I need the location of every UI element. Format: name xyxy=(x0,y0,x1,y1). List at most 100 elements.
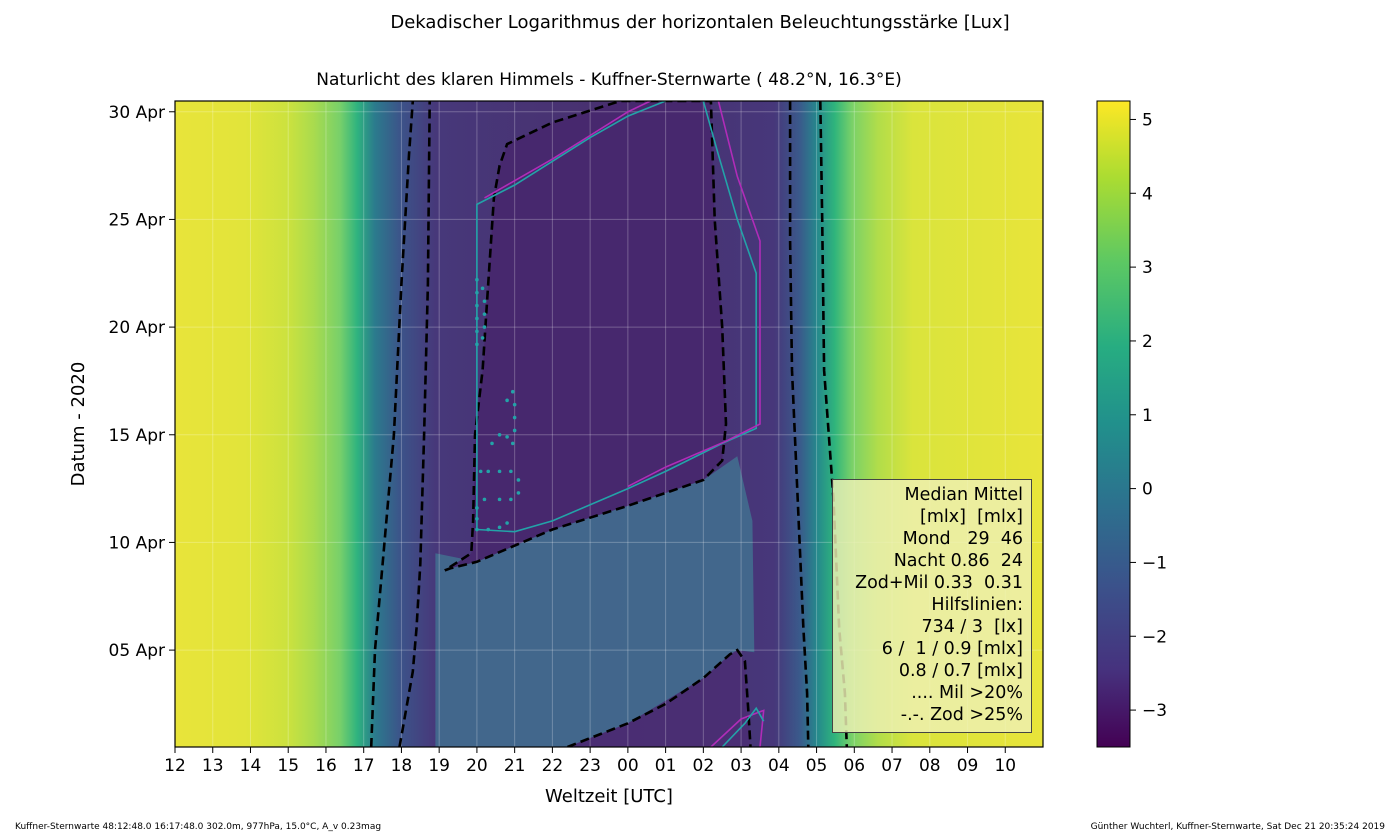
milky-way-dot xyxy=(475,506,479,510)
milky-way-dot xyxy=(475,516,479,521)
stats-legend: Median Mittel [mlx] [mlx] Mond 29 46 Nacht … xyxy=(832,479,1032,733)
x-tick-label: 07 xyxy=(881,756,903,776)
legend-line: 0.8 / 0.7 [mlx] xyxy=(898,661,1023,681)
x-tick-label: 16 xyxy=(315,756,337,776)
x-tick-label: 00 xyxy=(617,756,639,776)
magenta-line-left xyxy=(484,101,651,199)
milky-way-dot xyxy=(482,312,487,316)
milky-way-dot xyxy=(482,299,487,304)
milky-way-dot xyxy=(486,527,491,532)
milky-way-dot xyxy=(480,286,485,291)
y-tick-label: 30 Apr xyxy=(109,103,165,123)
colorbar-tick-label: −3 xyxy=(1142,701,1167,721)
milky-way-dot xyxy=(505,398,509,403)
footer-right: Günther Wuchterl, Kuffner-Sternwarte, Sa… xyxy=(1090,822,1385,832)
milky-way-dot xyxy=(475,527,479,532)
x-tick-label: 05 xyxy=(806,756,828,776)
teal-line-lower xyxy=(721,706,765,747)
legend-line: [mlx] [mlx] xyxy=(920,507,1023,527)
plot-frame xyxy=(174,100,1044,748)
y-tick-label: 25 Apr xyxy=(109,210,165,230)
teal-line-moon-left xyxy=(476,101,666,530)
x-tick-label: 02 xyxy=(693,756,715,776)
contour-dashed-inner-left xyxy=(398,101,431,747)
milky-way-dot xyxy=(509,497,513,502)
milky-way-dot xyxy=(475,342,479,347)
legend-line: Median Mittel xyxy=(904,485,1023,505)
milky-way-dot xyxy=(505,521,509,525)
milky-way-dot xyxy=(510,441,515,446)
contour-dashed-outer-left xyxy=(369,101,415,747)
colorbar-tick-label: 4 xyxy=(1142,184,1153,204)
legend-line: Zod+Mil 0.33 0.31 xyxy=(855,573,1023,593)
legend-line: .... Mil >20% xyxy=(911,683,1023,703)
milky-way-dot xyxy=(516,491,521,495)
magenta-line-lower xyxy=(710,709,765,747)
colorbar-ticks: 5 4 3 2 1 0 −1 −2 −3 xyxy=(1130,110,1167,721)
legend-line: 734 / 3 [lx] xyxy=(921,617,1023,637)
contour-dashed-moon xyxy=(444,101,728,572)
milky-way-dot xyxy=(486,469,491,474)
milky-way-dot xyxy=(512,415,517,420)
milky-way-dot xyxy=(475,316,479,321)
milky-way-dot xyxy=(497,469,502,474)
milky-way-dot xyxy=(482,497,487,502)
colorbar-tick-label: 5 xyxy=(1142,110,1153,130)
night-region xyxy=(444,101,726,571)
milky-way-dot xyxy=(497,432,502,437)
chart-title: Naturlicht des klaren Himmels - Kuffner-… xyxy=(316,70,902,90)
contour-dashed-lower-night xyxy=(567,648,752,747)
y-tick-label: 15 Apr xyxy=(109,426,165,446)
milky-way-dot xyxy=(475,329,479,334)
colorbar xyxy=(1096,100,1131,748)
milky-way-dot xyxy=(475,290,479,295)
x-tick-label: 21 xyxy=(504,756,526,776)
x-tick-label: 12 xyxy=(164,756,186,776)
moon-twilight-band xyxy=(435,456,755,747)
milky-way-dot xyxy=(497,497,502,502)
x-axis-label: Weltzeit [UTC] xyxy=(545,786,673,807)
milky-way-dot xyxy=(512,428,517,433)
milky-way-dot xyxy=(510,389,515,394)
legend-line: Nacht 0.86 24 xyxy=(893,551,1023,571)
x-tick-label: 10 xyxy=(994,756,1016,776)
milky-way-dot xyxy=(516,478,521,482)
milky-way-dot xyxy=(475,277,479,282)
milky-way-dot xyxy=(490,441,494,446)
colorbar-tick-label: −2 xyxy=(1142,627,1167,647)
x-tick-label: 09 xyxy=(957,756,979,776)
legend-line: -.-. Zod >25% xyxy=(900,705,1023,725)
milky-way-dot xyxy=(480,336,485,340)
colorbar-tick-label: 3 xyxy=(1142,258,1153,278)
milky-way-dot xyxy=(482,325,487,329)
figure-suptitle: Dekadischer Logarithmus der horizontalen… xyxy=(390,12,1010,33)
x-tick-label: 14 xyxy=(240,756,262,776)
y-tick-label: 20 Apr xyxy=(109,318,165,338)
x-tick-label: 20 xyxy=(466,756,488,776)
x-tick-label: 13 xyxy=(202,756,224,776)
x-axis-ticks: 12 13 14 15 16 17 18 19 20 21 22 23 00 01 02 03 04 05 06 07… xyxy=(164,747,1016,776)
contour-lines xyxy=(369,101,849,747)
x-tick-label: 17 xyxy=(353,756,375,776)
colorbar-tick-label: 1 xyxy=(1142,406,1153,426)
x-tick-label: 15 xyxy=(277,756,299,776)
milky-way-dot xyxy=(478,469,483,474)
legend-line: Hilfslinien: xyxy=(931,595,1023,615)
contour-dashed-inner-right xyxy=(788,101,810,747)
footer-left: Kuffner-Sternwarte 48:12:48.0 16:17:48.0… xyxy=(15,822,382,832)
colorbar-tick-label: 0 xyxy=(1142,480,1153,500)
colorbar-tick-label: −1 xyxy=(1142,553,1167,573)
y-tick-label: 05 Apr xyxy=(109,641,165,661)
x-tick-label: 03 xyxy=(730,756,752,776)
x-tick-label: 01 xyxy=(655,756,677,776)
x-tick-label: 08 xyxy=(919,756,941,776)
y-axis-ticks: 30 Apr 25 Apr 20 Apr 15 Apr 10 Apr 05 Apr xyxy=(109,103,175,661)
legend-line: Mond 29 46 xyxy=(902,529,1023,549)
x-tick-label: 22 xyxy=(542,756,564,776)
milky-way-dot xyxy=(475,303,479,308)
lower-night-region xyxy=(567,650,751,747)
x-tick-label: 23 xyxy=(579,756,601,776)
x-tick-label: 06 xyxy=(843,756,865,776)
milky-way-dot xyxy=(505,435,509,439)
